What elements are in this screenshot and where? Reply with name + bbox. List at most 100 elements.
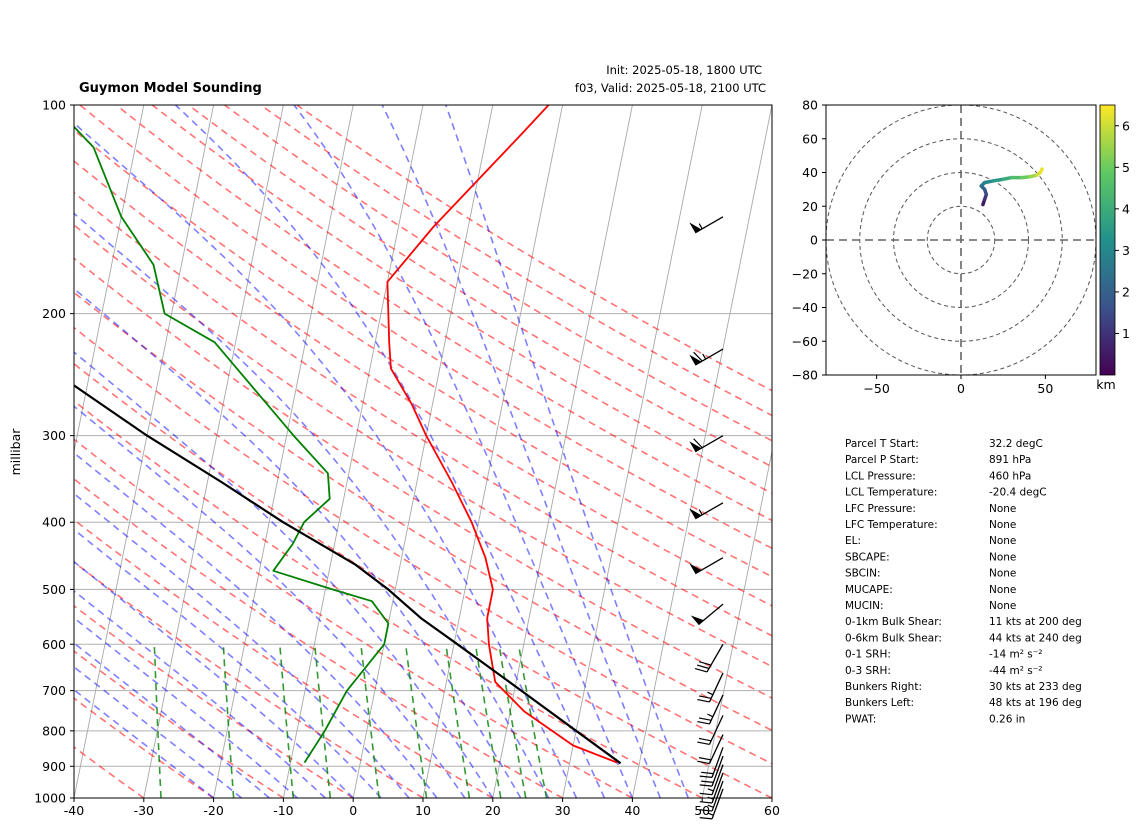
isotherm-line — [282, 105, 424, 798]
stats-label: MUCIN: — [845, 600, 884, 612]
barb-shaft — [711, 755, 724, 787]
wind-barb — [689, 502, 724, 520]
wind-barb — [689, 557, 724, 575]
stats-value: None — [989, 535, 1016, 547]
stats-row: Bunkers Left: 48 kts at 196 deg — [845, 697, 1082, 709]
stats-row: 0-1km Bulk Shear: 11 kts at 200 deg — [845, 616, 1082, 628]
stats-row: 0-1 SRH: -14 m² s⁻² — [845, 649, 1042, 661]
hodograph-content — [826, 105, 1096, 375]
barb-shaft — [706, 643, 724, 673]
stats-label: LFC Pressure: — [845, 503, 916, 515]
barb-full — [696, 664, 710, 670]
barb-full — [698, 717, 712, 721]
stats-row: MUCAPE: None — [845, 584, 1016, 596]
moist-adiabat-line — [381, 105, 662, 798]
wind-barb — [689, 216, 724, 234]
mixing-ratio-line — [445, 644, 471, 798]
hodograph-x-tick-label: −50 — [863, 381, 889, 396]
chart-title: Guymon Model Sounding — [79, 81, 262, 96]
wind-barb — [689, 348, 724, 366]
x-tick-label: 20 — [485, 803, 501, 818]
wind-barb — [699, 788, 724, 820]
barb-shaft — [711, 764, 724, 795]
wind-barb — [699, 747, 724, 778]
parcel-profile — [74, 384, 622, 765]
isotherm-line — [631, 105, 772, 798]
barb-shaft — [708, 672, 724, 703]
mixing-ratio-line — [474, 644, 502, 798]
hodograph-x-tick-label: 50 — [1037, 381, 1053, 396]
stats-label: 0-1km Bulk Shear: — [845, 616, 942, 628]
stats-value: 0.26 in — [989, 713, 1025, 725]
dry-adiabat-line — [74, 291, 772, 732]
isotherm-line — [492, 105, 633, 798]
stats-row: LFC Pressure: None — [845, 503, 1016, 515]
stats-row: PWAT: 0.26 in — [845, 713, 1025, 725]
stats-row: LCL Pressure: 460 hPa — [845, 470, 1031, 482]
isotherm-line — [0, 105, 4, 798]
stats-label: 0-1 SRH: — [845, 649, 891, 661]
isotherm-line — [562, 105, 703, 798]
barb-full — [698, 695, 712, 699]
stats-row: Parcel P Start: 891 hPa — [845, 454, 1031, 466]
colorbar-tick-label: 5 — [1122, 160, 1130, 175]
moist-adiabat-line — [74, 351, 494, 798]
stats-row: EL: None — [845, 535, 1016, 547]
skewt-x-axis: -40 -30 -20 -10 0 10 20 30 40 50 60 — [64, 798, 780, 818]
barb-half — [702, 353, 707, 360]
x-tick-label: 10 — [415, 803, 431, 818]
y-tick-label: 200 — [42, 306, 66, 321]
y-tick-label: 600 — [42, 637, 66, 652]
stats-label: 0-3 SRH: — [845, 665, 891, 677]
hodograph-y-tick-label: 0 — [810, 233, 818, 248]
barb-full — [698, 661, 712, 666]
x-tick-label: -20 — [203, 803, 223, 818]
y-tick-label: 1000 — [34, 791, 66, 806]
barb-half — [707, 713, 714, 718]
x-tick-label: -10 — [273, 803, 293, 818]
dry-adiabat-line — [187, 105, 772, 468]
moist-adiabat-line — [445, 105, 689, 798]
stats-row: LCL Temperature: -20.4 degC — [845, 487, 1047, 499]
barb-full — [697, 741, 710, 745]
isotherm-line — [701, 449, 772, 798]
barb-flag — [689, 222, 702, 233]
colorbar-tick-label: 2 — [1122, 284, 1130, 299]
moist-adiabat-line — [74, 688, 215, 798]
hodograph-y-tick-label: −80 — [792, 368, 818, 383]
stats-value: 30 kts at 233 deg — [989, 681, 1082, 693]
wind-barb — [699, 755, 724, 787]
barb-shaft — [711, 788, 724, 820]
stats-label: EL: — [845, 535, 861, 547]
stats-value: None — [989, 568, 1016, 580]
hodograph-plot: −50 0 50 −80 −60 −40 −20 0 20 40 60 80 1 2 3 4 5 6 km — [792, 98, 1130, 397]
barb-full — [699, 817, 713, 820]
isotherm-line — [213, 105, 354, 798]
stats-row: 0-3 SRH: -44 m² s⁻² — [845, 665, 1042, 677]
barb-half — [707, 804, 714, 808]
barb-full — [699, 809, 713, 812]
y-tick-label: 300 — [42, 428, 66, 443]
dry-adiabat-line — [74, 399, 703, 798]
dry-adiabat-line — [74, 326, 772, 765]
hodograph-y-tick-label: 20 — [802, 199, 818, 214]
barb-shaft — [711, 780, 724, 812]
stats-label: PWAT: — [845, 713, 876, 725]
moist-adiabat-line — [74, 492, 410, 798]
barb-half — [707, 812, 714, 816]
colorbar-tick-label: 6 — [1122, 118, 1130, 133]
barb-half — [698, 509, 703, 516]
stats-label: SBCAPE: — [845, 551, 890, 563]
barb-shaft — [708, 715, 724, 745]
skewt-y-label: millibar — [8, 428, 23, 476]
y-tick-label: 100 — [42, 98, 66, 113]
stats-value: None — [989, 584, 1016, 596]
barb-shaft — [694, 348, 724, 366]
stats-value: None — [989, 519, 1016, 531]
dry-adiabat-line — [74, 518, 494, 798]
hodograph-y-tick-label: 40 — [802, 165, 818, 180]
hodograph-trace — [1038, 167, 1044, 175]
stats-value: -20.4 degC — [989, 487, 1047, 499]
stats-row: SBCIN: None — [845, 568, 1016, 580]
dry-adiabat-line — [74, 697, 215, 798]
